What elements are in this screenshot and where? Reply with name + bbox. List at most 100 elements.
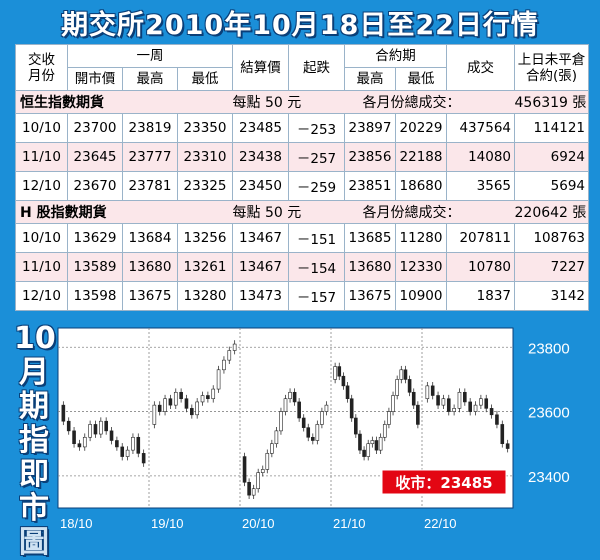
y-tick-label: 23400 [528,469,570,486]
header-row-1: 交收 月份 一周 結算價 起跌 合約期 成交 上日未平倉 合約(張) [15,44,590,91]
candle-body [211,388,216,400]
cell-high: 13675 [122,281,178,311]
candle-body [441,398,446,406]
infographic: 期交所2010年10月18日至22日行情 交收 月份 一周 結算價 起跌 合約期 … [14,9,590,560]
oi-header-l1: 上日未平倉 [517,51,586,68]
cell-contract-high: 13680 [344,252,397,282]
candle-body [216,369,221,390]
cell-oi: 108763 [514,223,590,253]
y-tick-label: 23600 [528,405,570,422]
candle-body [505,443,510,449]
candle-body [195,401,199,416]
section-total-value: 220642 張 [514,200,590,224]
cell-open: 23645 [67,142,123,172]
candle-body [288,391,292,400]
table-row: 11/10 13589 13680 13261 13467 －154 13680… [15,252,590,282]
candle-body [99,420,103,435]
candle-body [173,391,178,406]
candle-body [411,391,416,406]
candle-body [93,424,98,435]
month-header-l2: 月份 [28,67,55,84]
cell-volume: 207811 [446,223,516,253]
candle-body [66,420,71,432]
cell-low: 13280 [176,281,234,311]
candle-body [157,404,162,412]
cell-open: 23700 [67,113,123,143]
cell-low: 23310 [176,142,234,172]
candle-body [374,440,379,451]
candle-body [489,408,494,416]
candle-body [163,398,167,412]
candle-body [395,379,399,396]
candle-body [279,411,283,432]
section-point: 每點 50 元 [232,200,345,224]
candle-body [61,404,66,422]
section-point: 每點 50 元 [232,90,345,114]
candle-body [115,440,119,448]
candle-body [333,366,337,380]
cell-contract-high: 23856 [344,142,397,172]
col-settle-header: 結算價 [232,44,290,91]
cell-open: 13589 [67,252,123,282]
candle-body [109,430,114,441]
candle-body [131,436,135,451]
candle-body [370,440,375,445]
page-title: 期交所2010年10月18日至22日行情 [61,9,539,41]
candle-body [265,453,270,470]
col-month-header: 交收 月份 [15,44,68,91]
candle-body [391,395,395,412]
candle-body [297,401,301,419]
cell-oi: 6924 [514,142,590,172]
candle-body [382,424,387,438]
col-week-header: 一周 [66,44,234,68]
table-row: 11/10 23645 23777 23310 23438 －257 23856… [15,142,590,172]
quotes-table: 交收 月份 一周 結算價 起跌 合約期 成交 上日未平倉 合約(張) 開市價 最高 … [14,44,590,311]
candle-body [407,379,412,393]
col-contract-low-header: 最低 [395,67,448,91]
side-char: 期 [19,389,49,424]
cell-settle: 23450 [232,171,290,201]
cell-oi: 5694 [514,171,590,201]
candle-body [366,443,371,457]
candle-body [242,456,247,483]
candle-body [436,395,440,406]
candle-body [416,404,420,425]
cell-open: 13598 [67,281,123,311]
side-char: 指 [19,423,49,458]
candle-body [320,411,324,425]
chart-side-label: 10 月 期 指 即 市 圖 [14,321,56,560]
side-char: 10 [14,321,56,356]
cell-oi: 3142 [514,281,590,311]
col-oi-header: 上日未平倉 合約(張) [514,44,590,91]
cell-low: 23350 [176,113,234,143]
candle-body [399,369,404,380]
candle-body [452,408,456,412]
x-tick-label: 21/10 [333,516,366,531]
candle-body [125,449,130,457]
x-tick-label: 19/10 [151,516,184,531]
candle-body [446,398,451,412]
candle-body [247,481,251,496]
side-char: 月 [19,355,49,390]
cell-volume: 3565 [446,171,516,201]
candle-body [152,404,157,425]
candle-body [72,430,76,445]
candle-body [88,424,92,438]
close-label-box [381,469,507,495]
cell-month: 10/10 [15,223,68,253]
cell-contract-high: 23851 [344,171,397,201]
cell-open: 23670 [67,171,123,201]
cell-contract-low: 18680 [395,171,448,201]
cell-change: －259 [288,171,346,201]
close-label: 收市：23485 [395,474,492,492]
candle-body [270,443,274,454]
candle-body [479,398,483,406]
candle-body [387,411,391,425]
col-high-header: 最高 [122,67,178,91]
candle-body [222,359,226,371]
section-total-value: 456319 張 [514,90,590,114]
candle-body [337,366,342,377]
cell-change: －157 [288,281,346,311]
candle-body [403,369,408,380]
candle-body [362,449,366,457]
